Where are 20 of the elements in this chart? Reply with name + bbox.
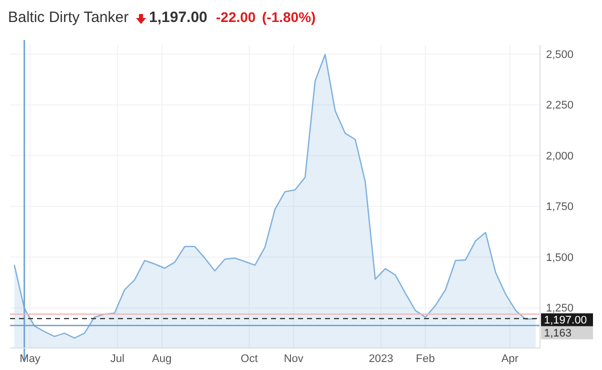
x-tick-label: 2023: [368, 353, 394, 365]
ref-line-label: 1,163: [544, 328, 572, 340]
y-tick-label: 2,000: [546, 150, 574, 162]
x-tick-label: Aug: [152, 353, 172, 365]
text: (-1.80%): [262, 9, 316, 25]
x-tick-label: Jul: [110, 353, 124, 365]
text: -22.00: [216, 9, 256, 25]
x-tick-label: Oct: [240, 353, 258, 365]
chart-title: Baltic Dirty Tanker: [8, 9, 129, 26]
y-tick-label: 1,250: [546, 302, 574, 315]
x-tick-label: Nov: [284, 353, 304, 365]
text: 1,197.00: [149, 9, 208, 26]
x-tick-label: May: [20, 353, 41, 365]
y-tick-label: 1,500: [546, 252, 574, 264]
ref-line-label: 1,197.00: [544, 314, 587, 327]
x-tick-label: Apr: [501, 353, 519, 365]
y-tick-label: 2,250: [546, 100, 574, 112]
y-tick-label: 2,500: [546, 48, 574, 61]
x-tick-label: Feb: [416, 353, 435, 365]
y-tick-label: 1,750: [546, 201, 574, 214]
